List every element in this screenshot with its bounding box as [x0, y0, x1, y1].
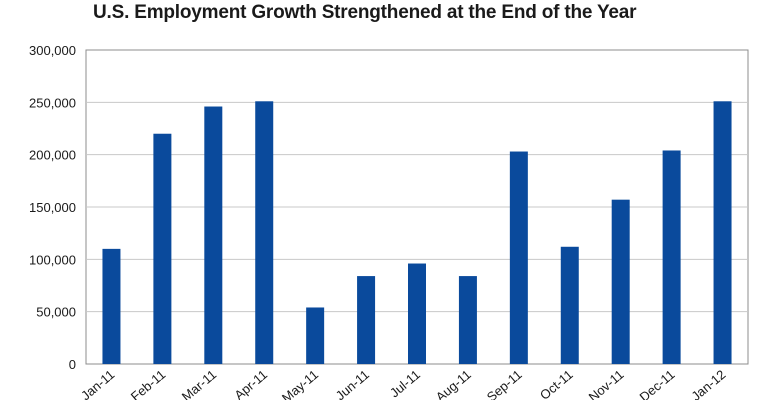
bar-sep-11 — [509, 151, 528, 364]
y-tick-label: 100,000 — [29, 252, 76, 267]
x-tick-label: Jul-11 — [387, 367, 423, 400]
x-tick-label: Dec-11 — [637, 367, 678, 400]
x-tick-label: Feb-11 — [128, 367, 168, 400]
bar-aug-11 — [458, 276, 477, 364]
x-tick-label: May-11 — [279, 367, 321, 400]
y-tick-label: 200,000 — [29, 148, 76, 163]
x-tick-label: Oct-11 — [537, 367, 576, 400]
bar-jan-12 — [713, 101, 732, 364]
x-tick-label: Nov-11 — [586, 367, 627, 400]
gridlines — [86, 101, 748, 313]
bars — [102, 101, 732, 365]
y-tick-label: 250,000 — [29, 95, 76, 110]
bar-apr-11 — [255, 101, 274, 364]
x-tick-label: Jan-12 — [688, 367, 728, 400]
x-tick-label: Mar-11 — [179, 367, 219, 400]
bar-jul-11 — [408, 263, 426, 364]
y-tick-label: 150,000 — [29, 200, 76, 215]
x-tick-label: Apr-11 — [231, 367, 270, 400]
bar-jun-11 — [357, 276, 376, 364]
x-tick-label: Sep-11 — [484, 367, 525, 400]
y-tick-label: 300,000 — [29, 43, 76, 58]
chart-title: U.S. Employment Growth Strengthened at t… — [93, 2, 637, 23]
bar-may-11 — [306, 307, 325, 364]
x-axis-tick-labels: Jan-11 Feb-11 Mar-11 Apr-11 May-11 Jun-11 Jul-… — [78, 367, 728, 400]
bar-feb-11 — [153, 133, 172, 364]
x-tick-label: Jan-11 — [78, 367, 117, 400]
y-axis-tick-labels: 0 50,000 100,000 150,000 200,000 250,000 300,0… — [29, 43, 76, 372]
bar-oct-11 — [560, 246, 579, 364]
x-tick-label: Jun-11 — [333, 367, 372, 400]
bar-nov-11 — [611, 199, 630, 364]
bar-mar-11 — [204, 106, 223, 365]
y-tick-label: 0 — [69, 357, 76, 372]
bar-jan-11 — [102, 248, 121, 364]
bar-dec-11 — [662, 150, 681, 364]
y-tick-label: 50,000 — [36, 305, 76, 320]
x-tick-label: Aug-11 — [433, 367, 474, 400]
